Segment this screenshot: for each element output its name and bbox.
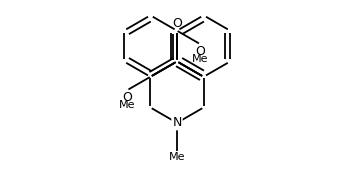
Text: O: O [172, 17, 182, 30]
Text: O: O [122, 91, 132, 104]
Text: O: O [195, 45, 205, 58]
Text: Me: Me [169, 152, 185, 162]
Text: Me: Me [192, 54, 209, 64]
Text: Me: Me [119, 100, 135, 110]
Text: N: N [172, 116, 182, 129]
